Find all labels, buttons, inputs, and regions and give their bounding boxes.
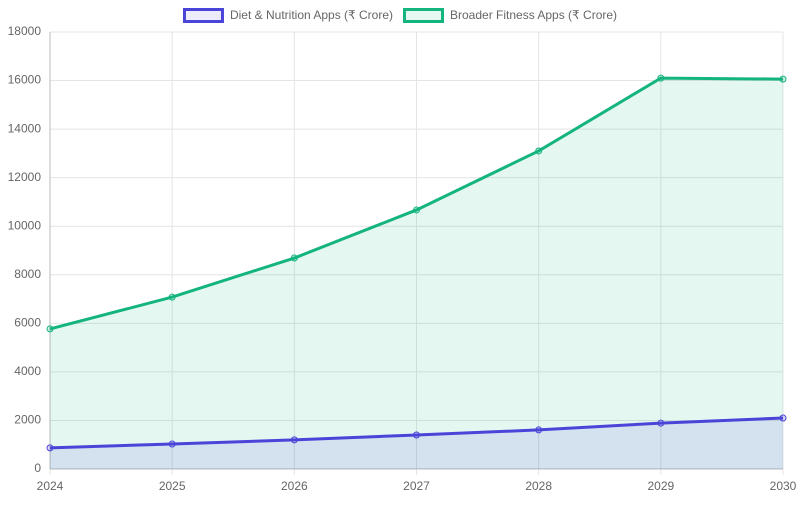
point: [46, 325, 54, 333]
legend-swatch: [182, 8, 224, 23]
y-tick-label: 14000: [8, 121, 42, 135]
point: [413, 431, 420, 439]
y-tick-label: 10000: [8, 218, 42, 232]
area-fill: [50, 78, 783, 469]
point: [168, 293, 176, 301]
x-tick-label: 2029: [647, 479, 674, 493]
series-line: [49, 76, 784, 331]
legend-label: Diet & Nutrition Apps (₹ Crore): [230, 8, 393, 22]
area-fill: [50, 418, 783, 469]
y-tick-label: 4000: [14, 364, 41, 378]
point: [779, 75, 787, 83]
point: [535, 426, 543, 434]
point: [657, 419, 665, 427]
y-tick-label: 2000: [14, 413, 41, 427]
series-line: [49, 416, 784, 450]
y-tick-label: 8000: [14, 267, 41, 281]
y-tick-label: 0: [34, 461, 41, 475]
legend-label: Broader Fitness Apps (₹ Crore): [450, 8, 617, 22]
point: [168, 440, 176, 448]
point: [290, 254, 298, 262]
point: [413, 206, 420, 214]
x-tick-label: 2027: [403, 479, 430, 493]
y-tick-label: 6000: [14, 316, 41, 330]
legend-item[interactable]: Diet & Nutrition Apps (₹ Crore): [182, 8, 393, 23]
legend-item[interactable]: Broader Fitness Apps (₹ Crore): [403, 8, 618, 23]
y-tick-label: 16000: [8, 73, 42, 87]
point: [657, 74, 665, 82]
x-tick-label: 2024: [37, 479, 64, 493]
x-tick-label: 2026: [281, 479, 308, 493]
point: [535, 147, 543, 155]
legend: Diet & Nutrition Apps (₹ Crore) Broader F…: [182, 8, 618, 23]
y-tick-label: 18000: [8, 24, 42, 38]
y-tick-label: 12000: [8, 170, 42, 184]
x-tick-label: 2030: [770, 479, 797, 493]
point: [779, 414, 787, 422]
point: [46, 444, 54, 452]
point: [290, 436, 298, 444]
x-tick-label: 2028: [525, 479, 552, 493]
legend-swatch: [403, 8, 444, 23]
x-tick-label: 2025: [159, 479, 186, 493]
